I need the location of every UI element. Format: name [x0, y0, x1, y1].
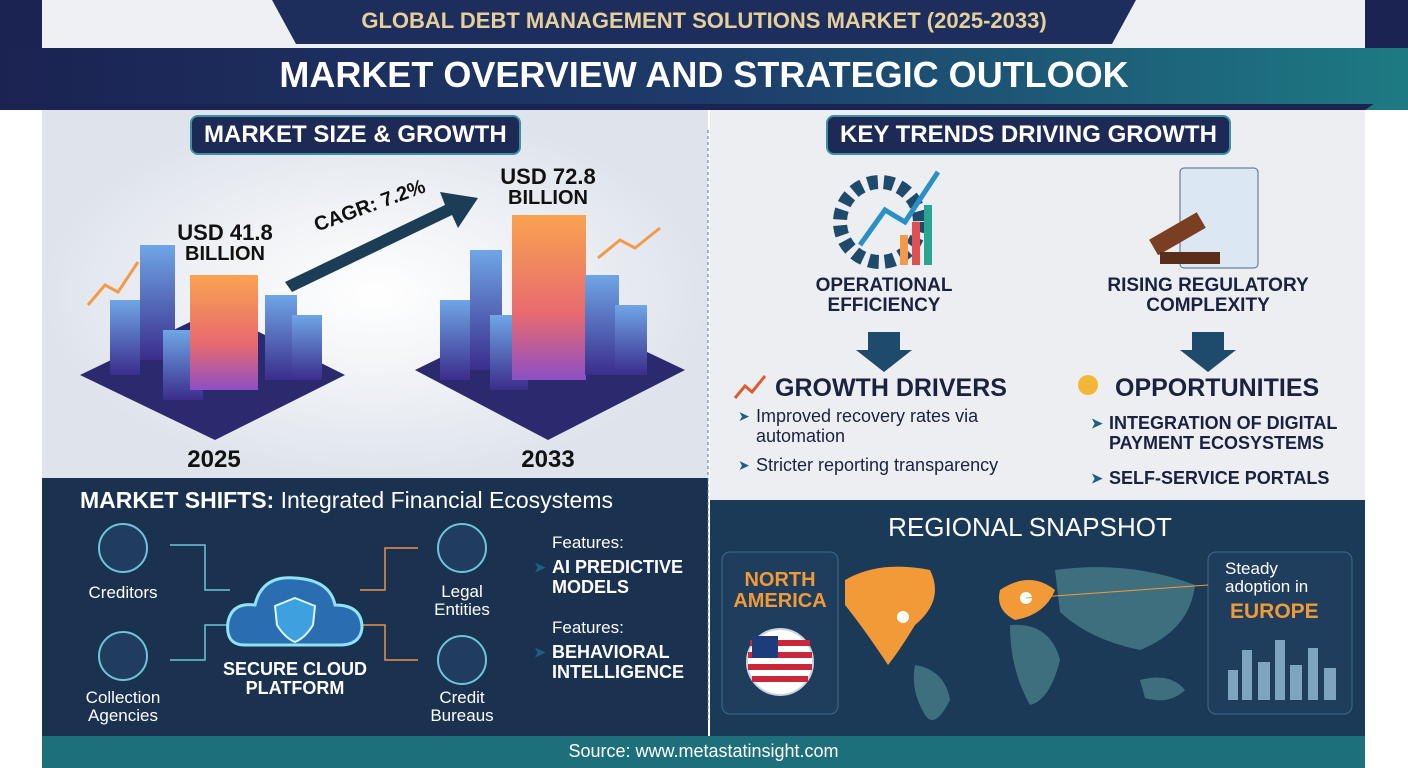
skyline	[1228, 670, 1238, 700]
building	[265, 295, 297, 380]
feature-text: AI PREDICTIVE MODELS	[534, 557, 702, 598]
down-arrow	[856, 332, 912, 372]
europe-label: EUROPE	[1230, 600, 1319, 623]
building	[585, 275, 619, 375]
flag-stripe	[748, 664, 812, 670]
map-pin	[897, 611, 909, 623]
cagr-arrow	[285, 192, 478, 292]
feature-label: Features:	[552, 618, 624, 637]
building	[615, 305, 647, 375]
growth-bar	[512, 215, 586, 380]
section-heading: KEY TRENDS DRIVING GROWTH	[826, 115, 1231, 155]
node-label: Creditors	[88, 583, 158, 602]
trend-line	[86, 261, 140, 306]
driver-item: Stricter reporting transparency	[738, 455, 1056, 476]
main-title: MARKET OVERVIEW AND STRATEGIC OUTLOOK	[279, 54, 1129, 95]
shifts-heading: MARKET SHIFTS: Integrated Financial Ecos…	[80, 488, 613, 512]
map-africa	[1010, 624, 1060, 705]
na-label: NORTH AMERICA	[733, 569, 827, 612]
market-shifts-panel	[42, 478, 708, 736]
flag-stripe	[752, 676, 808, 682]
map-asia	[1055, 567, 1195, 650]
node-icon	[437, 523, 487, 573]
skyline	[1290, 665, 1302, 700]
trend-item: RISING REGULATORY COMPLEXITY	[1107, 275, 1309, 316]
map-australia	[1140, 677, 1185, 701]
feature-label: Features:	[552, 533, 624, 552]
europe-intro: Steady adoption in	[1225, 559, 1309, 596]
opportunity-item: INTEGRATION OF DIGITAL PAYMENT ECOSYSTEM…	[1091, 413, 1369, 454]
drivers-heading: GROWTH DRIVERS	[775, 374, 1007, 402]
start-unit: BILLION	[185, 243, 265, 265]
gavel-base	[1160, 252, 1220, 264]
node-label: Legal Entities	[434, 582, 490, 619]
flag-canton	[752, 636, 778, 658]
icon-arrow	[857, 170, 941, 247]
feature-text: BEHAVIORAL INTELLIGENCE	[534, 642, 702, 683]
footer-bg	[42, 736, 1365, 768]
growth-bar	[190, 275, 258, 390]
icon-bar	[900, 235, 908, 265]
node-icon	[98, 631, 148, 681]
opportunity-item: SELF-SERVICE PORTALS	[1091, 468, 1369, 489]
source: Source: www.metastatinsight.com	[568, 741, 839, 761]
driver-item: Improved recovery rates via automation	[738, 406, 1036, 447]
flag-stripe	[748, 652, 812, 658]
end-year: 2033	[521, 446, 575, 473]
end-unit: BILLION	[508, 187, 588, 209]
start-value: USD 41.8	[177, 220, 273, 245]
skyline	[1275, 640, 1285, 700]
connector	[170, 624, 230, 661]
building	[440, 300, 470, 380]
connector	[360, 547, 418, 591]
trend-item: OPERATIONAL EFFICIENCY	[815, 275, 953, 316]
top-title: GLOBAL DEBT MANAGEMENT SOLUTIONS MARKET …	[361, 8, 1047, 33]
top-banner	[272, 0, 1136, 44]
icon-bar	[912, 222, 920, 265]
skyline	[1242, 650, 1252, 700]
cloud-label: SECURE CLOUD PLATFORM	[222, 659, 367, 698]
section-heading: MARKET SIZE & GROWTH	[190, 115, 521, 155]
shield-icon	[273, 596, 317, 644]
bulb-icon	[1078, 375, 1098, 395]
shifts-heading-bold: MARKET SHIFTS:	[80, 487, 275, 513]
opportunities-heading: OPPORTUNITIES	[1115, 374, 1320, 402]
start-year: 2025	[187, 446, 241, 473]
document-icon	[1179, 167, 1259, 269]
skyline	[1258, 662, 1270, 700]
connector	[170, 544, 230, 591]
node-icon	[437, 635, 487, 685]
down-arrow	[1180, 332, 1236, 372]
node-label: Credit Bureaus	[430, 688, 494, 725]
icon-bar	[924, 205, 932, 265]
building	[110, 300, 140, 375]
drivers-icon	[733, 375, 767, 399]
trend-line	[597, 226, 661, 260]
map-north-america	[845, 566, 935, 665]
map-connector	[1025, 584, 1209, 599]
node-label: Collection Agencies	[85, 688, 161, 725]
connector	[360, 624, 418, 661]
skyline	[1308, 648, 1318, 700]
flag-stripe	[750, 640, 810, 646]
node-icon	[98, 523, 148, 573]
regional-heading: REGIONAL SNAPSHOT	[888, 512, 1172, 542]
building	[292, 315, 322, 380]
map-south-america	[913, 665, 950, 720]
title-band	[0, 48, 1408, 104]
skyline	[1324, 668, 1336, 700]
end-value: USD 72.8	[500, 164, 596, 189]
gavel-icon	[1149, 212, 1206, 256]
shifts-subheading: Integrated Financial Ecosystems	[280, 487, 613, 513]
